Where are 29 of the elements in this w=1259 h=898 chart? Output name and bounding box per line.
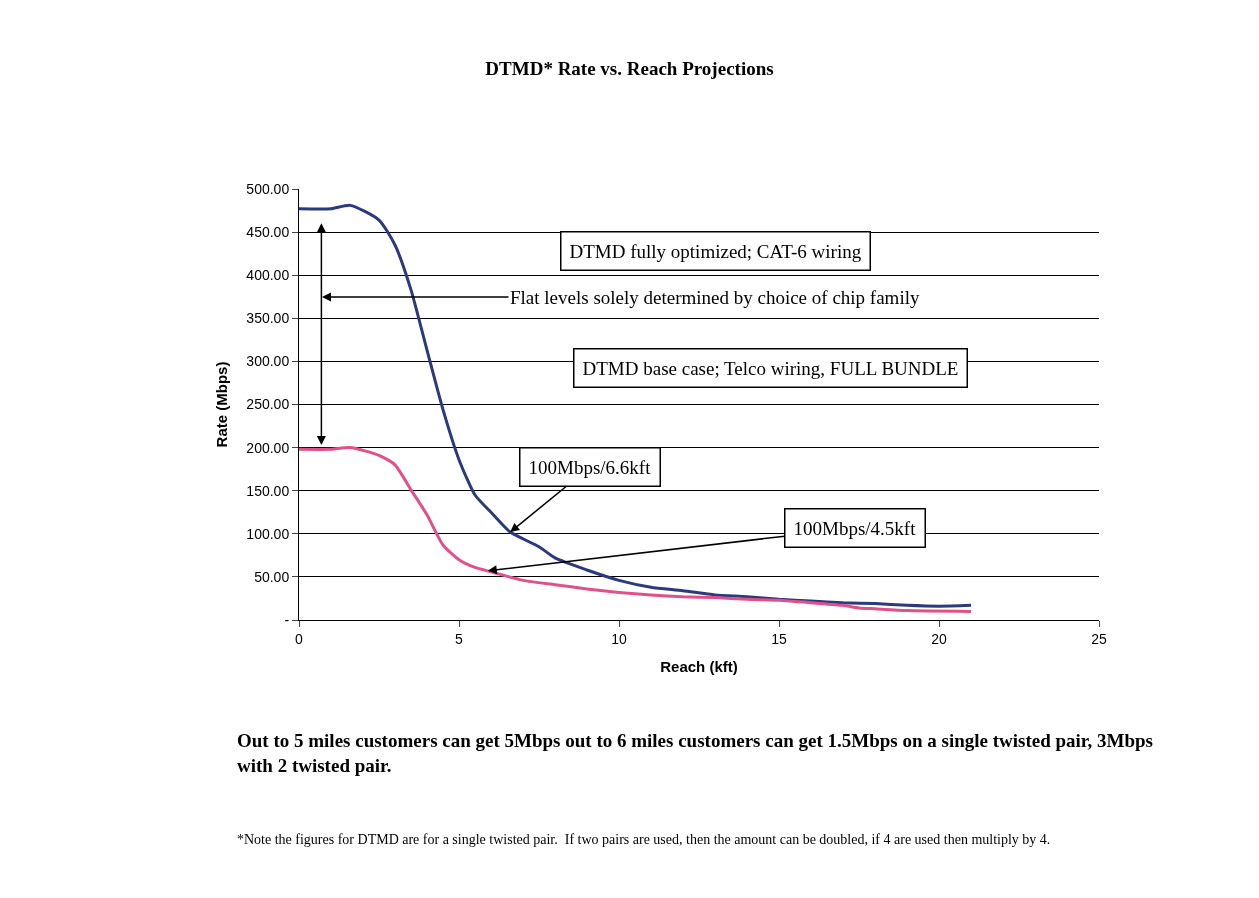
y-tick-label: 250.00 xyxy=(246,396,290,413)
y-tick-label: 450.00 xyxy=(246,224,290,240)
line-series xyxy=(299,203,973,608)
text: *Note the figures for DTMD are for a single twisted pair. If two pairs are used, then the amount can be doubled, if 4 are used then multiply by 4. xyxy=(237,832,1051,847)
y-tick-label: 100.00 xyxy=(246,525,290,542)
x-tick-label: 10 xyxy=(611,630,627,647)
x-tick-label: 20 xyxy=(931,630,947,647)
annotation: 100Mbps/4.5kft xyxy=(793,517,917,539)
x-axis-title: Reach (kft) xyxy=(660,657,738,675)
annotation: Flat levels solely determined by choice of chip family xyxy=(510,287,920,308)
y-tick-label: 500.00 xyxy=(246,180,290,197)
y-tick-label: 150.00 xyxy=(246,482,290,499)
x-tick-label: 15 xyxy=(771,630,787,647)
y-tick-label: 200.00 xyxy=(246,439,290,456)
annotation: DTMD fully optimized; CAT-6 wiring xyxy=(569,240,862,262)
x-tick-label: 25 xyxy=(1091,630,1107,647)
annotation: DTMD base case; Telco wiring, FULL BUNDLE xyxy=(582,357,959,379)
y-tick-label: - xyxy=(284,611,290,628)
y-axis-title: Rate (Mbps) xyxy=(212,361,230,448)
chart-title: DTMD* Rate vs. Reach Projections xyxy=(485,58,774,80)
y-tick-label: 50.00 xyxy=(254,568,290,585)
text: Out to 5 miles customers can get 5Mbps out to 6 miles customers can get 1.5Mbps on a single twisted pair, 3Mbps with 2 twisted pair. xyxy=(237,730,1154,776)
x-tick-label: 0 xyxy=(295,630,304,647)
annotation: 100Mbps/6.6kft xyxy=(528,456,652,478)
y-tick-label: 300.00 xyxy=(246,353,290,370)
y-tick-label: 400.00 xyxy=(246,267,290,284)
line-series xyxy=(299,446,973,613)
x-tick-label: 5 xyxy=(455,630,464,647)
y-tick-label: 350.00 xyxy=(246,310,290,327)
